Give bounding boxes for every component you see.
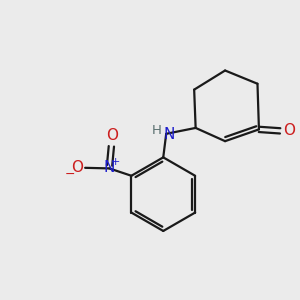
Text: N: N [103, 160, 115, 175]
Text: −: − [64, 168, 75, 181]
Text: +: + [111, 157, 121, 167]
Text: O: O [283, 123, 295, 138]
Text: N: N [164, 127, 175, 142]
Text: O: O [106, 128, 118, 142]
Text: O: O [71, 160, 83, 175]
Text: H: H [152, 124, 162, 137]
